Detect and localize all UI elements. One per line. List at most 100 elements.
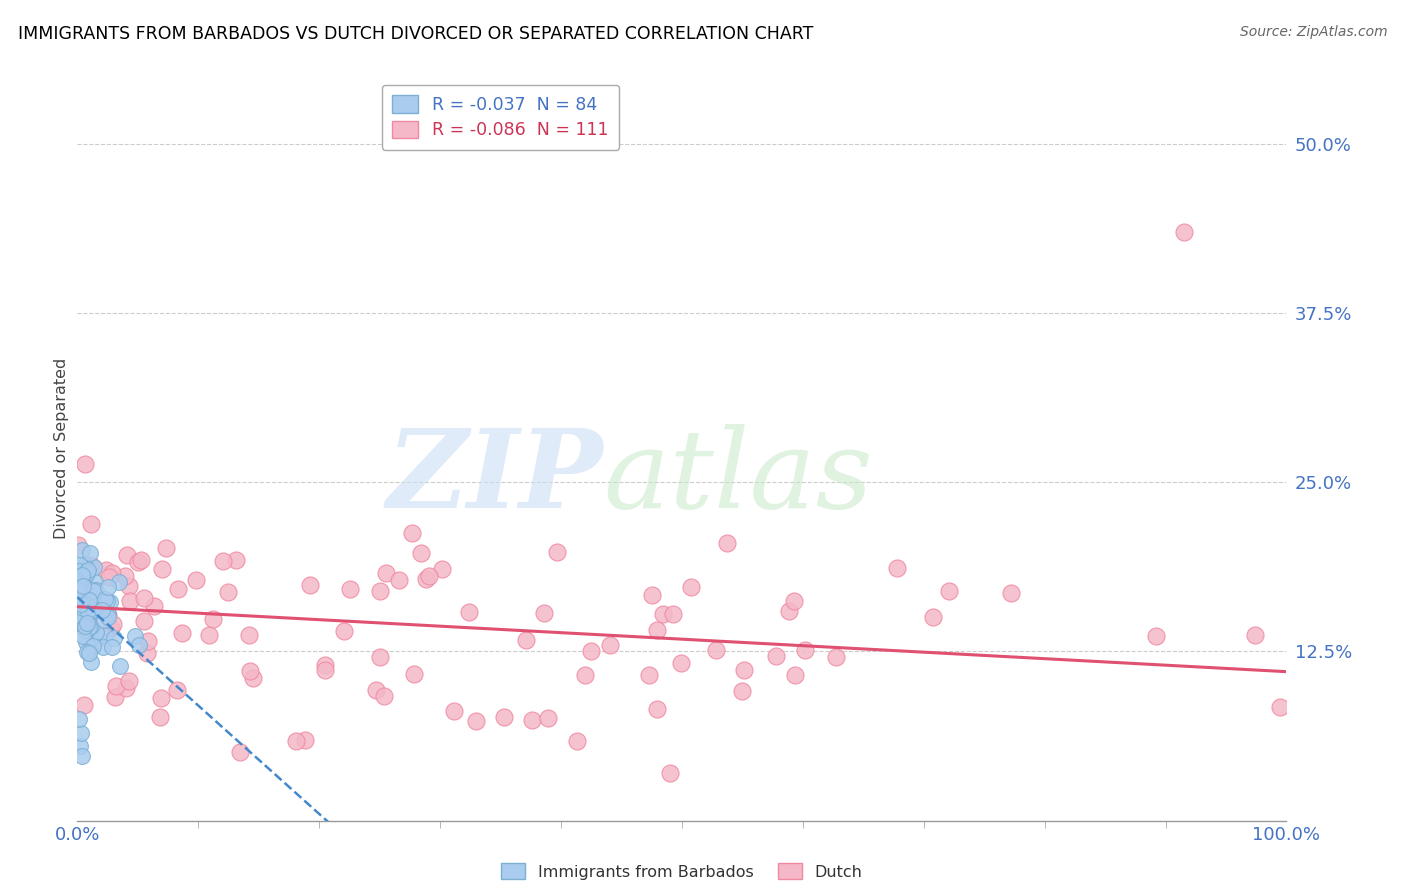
Point [100, 566, 122, 581]
Point [73, 698, 96, 712]
Point [70, 725, 93, 739]
Point [108, 659, 131, 673]
Point [418, 569, 440, 583]
Point [80, 606, 103, 620]
Point [118, 673, 141, 688]
Point [166, 682, 188, 697]
Point [314, 663, 336, 677]
Point [82, 639, 104, 653]
Point [104, 690, 127, 705]
Point [368, 584, 391, 599]
Point [299, 578, 322, 592]
Point [73, 606, 96, 620]
Point [79, 546, 101, 560]
Point [638, 667, 661, 681]
Point [75, 458, 97, 472]
Point [124, 629, 146, 643]
Point [114, 569, 136, 583]
Point [368, 649, 391, 664]
Point [70, 573, 93, 587]
Point [72, 572, 94, 586]
Point [211, 554, 233, 568]
Point [93, 613, 115, 627]
Point [101, 640, 124, 654]
Point [100, 621, 122, 635]
Point [108, 575, 131, 590]
Point [149, 710, 172, 724]
Point [375, 566, 398, 581]
Point [76, 566, 98, 581]
Legend: Immigrants from Barbados, Dutch: Immigrants from Barbados, Dutch [502, 863, 862, 880]
Point [332, 624, 354, 638]
Point [70, 613, 93, 627]
Point [84, 602, 107, 616]
Point [84, 632, 107, 647]
Point [645, 623, 668, 637]
Point [114, 681, 136, 695]
Point [671, 656, 693, 670]
Point [492, 710, 515, 724]
Point [75, 609, 97, 624]
Point [84, 582, 107, 597]
Point [75, 599, 97, 614]
Point [77, 589, 100, 603]
Point [103, 631, 125, 645]
Point [76, 604, 98, 618]
Point [80, 606, 103, 620]
Point [96, 581, 118, 595]
Point [430, 562, 453, 576]
Text: atlas: atlas [603, 425, 873, 532]
Point [101, 617, 124, 632]
Point [72, 606, 94, 620]
Point [94, 628, 117, 642]
Point [679, 580, 702, 594]
Point [1268, 699, 1291, 714]
Point [132, 614, 155, 628]
Point [94, 563, 117, 577]
Point [150, 690, 173, 705]
Point [401, 526, 423, 541]
Point [76, 582, 98, 596]
Point [72, 605, 94, 619]
Point [73, 601, 96, 615]
Point [69, 739, 91, 753]
Point [599, 638, 621, 652]
Point [198, 628, 221, 642]
Point [242, 671, 264, 685]
Point [90, 603, 112, 617]
Point [66, 538, 89, 552]
Point [67, 595, 90, 609]
Point [75, 585, 97, 599]
Point [117, 548, 139, 562]
Point [75, 605, 97, 619]
Point [1000, 585, 1022, 599]
Point [364, 682, 387, 697]
Point [388, 573, 411, 587]
Point [70, 599, 93, 614]
Point [201, 612, 224, 626]
Point [80, 638, 103, 652]
Point [733, 663, 755, 677]
Point [217, 584, 239, 599]
Point [886, 560, 908, 574]
Point [938, 584, 960, 599]
Point [80, 558, 103, 573]
Point [75, 635, 97, 649]
Point [70, 543, 93, 558]
Point [170, 626, 193, 640]
Point [75, 614, 97, 628]
Point [127, 555, 149, 569]
Point [658, 766, 681, 780]
Point [704, 642, 727, 657]
Point [76, 565, 98, 579]
Point [128, 639, 150, 653]
Text: Source: ZipAtlas.com: Source: ZipAtlas.com [1240, 25, 1388, 39]
Point [120, 594, 142, 608]
Point [765, 648, 787, 663]
Point [142, 599, 165, 613]
Point [80, 582, 103, 597]
Point [132, 591, 155, 605]
Point [67, 591, 90, 606]
Point [72, 579, 94, 593]
Point [76, 623, 98, 637]
